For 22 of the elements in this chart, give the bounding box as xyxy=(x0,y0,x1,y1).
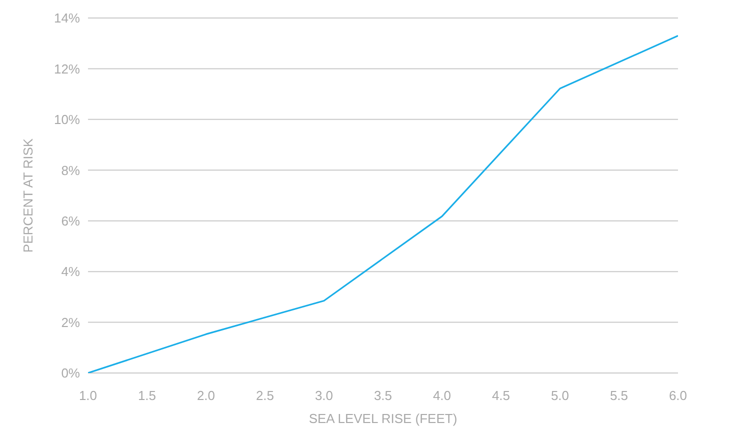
y-tick-label: 12% xyxy=(54,61,80,76)
y-tick-label: 4% xyxy=(61,264,80,280)
x-tick-label: 3.5 xyxy=(374,388,392,404)
y-tick-label: 0% xyxy=(61,366,80,381)
x-tick-label: 6.0 xyxy=(668,388,688,404)
x-tick-label: 2.0 xyxy=(196,388,216,404)
x-tick-label: 5.0 xyxy=(550,388,570,404)
y-tick-label: 14% xyxy=(54,10,80,26)
x-axis-title: SEA LEVEL RISE (FEET) xyxy=(308,411,458,426)
x-tick-label: 5.5 xyxy=(610,388,628,404)
x-tick-label: 4.0 xyxy=(432,388,452,404)
y-tick-label: 8% xyxy=(61,162,80,178)
x-tick-label: 1.0 xyxy=(78,388,98,404)
y-tick-label: 2% xyxy=(61,314,80,330)
x-tick-label: 3.0 xyxy=(314,388,334,404)
x-tick-label: 2.5 xyxy=(256,388,274,404)
y-axis-title: PERCENT AT RISK xyxy=(20,138,36,253)
y-tick-label: 10% xyxy=(54,112,80,128)
x-tick-label: 1.5 xyxy=(138,388,156,404)
y-tick-label: 6% xyxy=(61,213,80,228)
x-tick-label: 4.5 xyxy=(492,388,510,404)
line-series xyxy=(88,34,678,373)
